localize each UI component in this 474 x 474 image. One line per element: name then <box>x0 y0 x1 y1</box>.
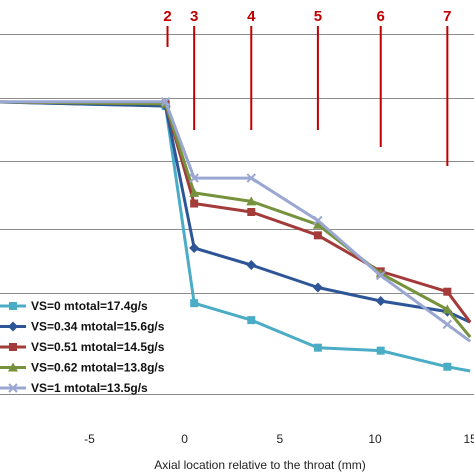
data-point <box>247 316 256 325</box>
data-point <box>190 299 199 308</box>
series-line <box>0 100 472 343</box>
series-line <box>0 100 471 373</box>
legend-label: VS=1 mtotal=13.5g/s <box>31 381 148 395</box>
location-markers: 2 3 4 5 6 7 <box>163 8 452 166</box>
legend: VS=0 mtotal=17.4g/s VS=0.34 mtotal=15.6g/… <box>0 299 165 395</box>
data-point <box>8 321 18 332</box>
legend-label: VS=0.62 mtotal=13.8g/s <box>31 361 165 375</box>
legend-entry: VS=0.51 mtotal=14.5g/s <box>0 340 165 354</box>
data-point <box>9 302 17 310</box>
location-label: 4 <box>247 8 256 25</box>
data-point <box>443 362 452 371</box>
data-point <box>312 219 323 229</box>
data-point <box>189 243 200 254</box>
x-tick-labels: -5 0 5 10 15 <box>84 432 474 446</box>
legend-label: VS=0 mtotal=17.4g/s <box>31 299 148 313</box>
x-tick-label: -5 <box>84 432 95 446</box>
location-label: 3 <box>190 8 198 25</box>
data-point <box>189 187 200 197</box>
data-point <box>190 199 199 208</box>
location-label: 7 <box>443 8 451 25</box>
data-point <box>246 260 257 270</box>
data-point <box>312 282 323 293</box>
x-tick-label: 5 <box>276 432 283 446</box>
data-point <box>247 208 256 216</box>
data-point <box>8 383 18 393</box>
legend-entry: VS=1 mtotal=13.5g/s <box>0 381 148 395</box>
data-point <box>442 319 453 330</box>
location-label: 6 <box>377 8 385 25</box>
data-point <box>313 343 322 352</box>
data-point <box>160 97 171 107</box>
data-point <box>375 296 386 307</box>
location-label: 2 <box>163 8 171 25</box>
location-label: 5 <box>314 8 322 25</box>
x-tick-label: 10 <box>368 432 382 446</box>
data-point <box>442 304 453 314</box>
data-point <box>246 196 257 206</box>
x-tick-label: 15 <box>464 432 474 446</box>
legend-label: VS=0.34 mtotal=15.6g/s <box>31 320 165 334</box>
series-lines <box>0 97 472 373</box>
data-point <box>443 287 452 296</box>
data-point <box>246 173 256 183</box>
legend-entry: VS=0.34 mtotal=15.6g/s <box>0 320 165 334</box>
legend-entry: VS=0 mtotal=17.4g/s <box>0 299 148 313</box>
data-point <box>376 270 386 281</box>
data-point <box>8 362 18 372</box>
x-tick-label: 0 <box>181 432 188 446</box>
series-line <box>0 100 471 324</box>
data-point <box>313 215 323 226</box>
grid-lines <box>0 34 474 395</box>
legend-entry: VS=0.62 mtotal=13.8g/s <box>0 361 165 375</box>
data-point <box>9 343 17 351</box>
x-axis-label: Axial location relative to the throat (m… <box>154 458 365 472</box>
data-point <box>313 231 322 240</box>
series <box>0 97 472 343</box>
data-point <box>376 346 385 355</box>
legend-label: VS=0.51 mtotal=14.5g/s <box>31 340 165 354</box>
data-point <box>189 173 199 183</box>
